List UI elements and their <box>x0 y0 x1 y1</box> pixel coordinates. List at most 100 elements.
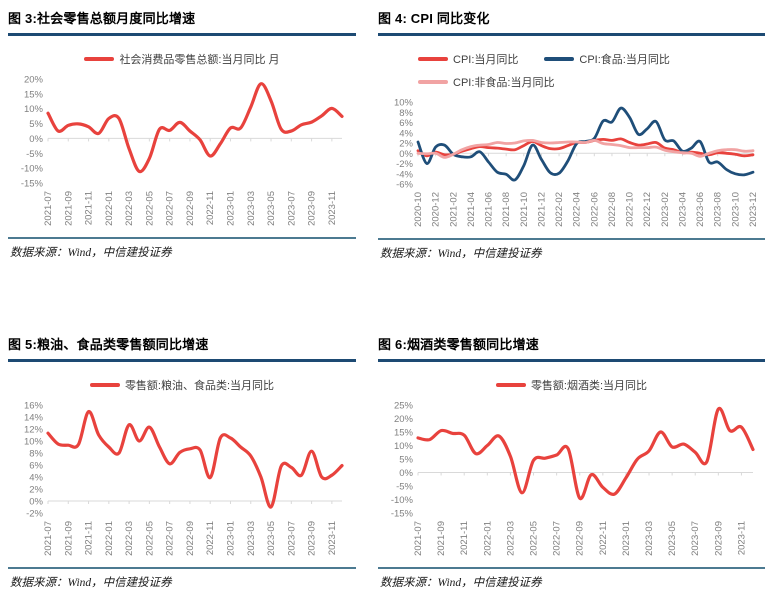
chart-legend: 零售额:粮油、食品类:当月同比 <box>8 377 356 393</box>
x-axis-tick-label: 2023-01 <box>621 521 632 556</box>
legend-item-cpi-nonfood: CPI:非食品:当月同比 <box>418 74 554 90</box>
series-line-retail-total <box>46 82 344 174</box>
x-axis-tick-label: 2023-08 <box>713 192 724 227</box>
x-axis-tick-label: 2022-03 <box>124 521 135 556</box>
x-axis-tick-label: 2020-12 <box>431 192 442 227</box>
x-axis-tick-label: 2021-12 <box>536 192 547 227</box>
x-axis-tick-label: 2022-04 <box>572 192 583 227</box>
x-axis-tick-label: 2021-08 <box>501 192 512 227</box>
chart-legend: 社会消费品零售总额:当月同比 月 <box>8 51 356 67</box>
y-axis-tick-label: 10% <box>24 436 44 447</box>
x-axis-tick-label: 2023-09 <box>307 521 318 556</box>
x-axis-tick-label: 2022-01 <box>482 521 493 556</box>
series-line-cpi-food <box>416 106 755 182</box>
title-underline <box>8 358 356 362</box>
y-axis-tick-label: 8% <box>29 448 43 459</box>
figure-title: 图 4: CPI 同比变化 <box>378 11 490 26</box>
title-underline <box>378 358 765 362</box>
chart-legend: 零售额:烟酒类:当月同比 <box>378 377 765 393</box>
x-axis-tick-label: 2023-11 <box>736 521 747 555</box>
x-axis-tick-label: 2021-11 <box>459 521 470 555</box>
y-axis-tick-label: -10% <box>21 164 44 175</box>
y-axis-tick-label: 4% <box>29 472 43 483</box>
x-axis-tick-label: 2022-05 <box>144 521 155 556</box>
x-axis-tick-label: 2023-11 <box>327 191 338 225</box>
legend-label: CPI:非食品:当月同比 <box>453 77 555 89</box>
y-axis-tick-label: 8% <box>399 108 413 119</box>
y-axis-tick-label: 15% <box>24 89 44 100</box>
x-axis-tick-label: 2023-01 <box>225 191 236 226</box>
x-axis-tick-label: 2023-07 <box>690 521 701 556</box>
x-axis-tick-label: 2023-03 <box>246 521 257 556</box>
figure-panel-5: 图 5:粮油、食品类零售额同比增速 零售额:粮油、食品类:当月同比 16% 14%… <box>8 336 356 591</box>
y-axis-tick-label: -15% <box>391 508 414 519</box>
y-axis-tick-label: 5% <box>399 454 413 465</box>
y-axis-tick-label: 10% <box>394 441 414 452</box>
x-axis-tick-label: 2022-08 <box>607 192 618 227</box>
x-axis-tick-label: 2022-09 <box>185 521 196 556</box>
title-underline <box>8 33 356 36</box>
y-axis-tick-label: -5% <box>26 149 43 160</box>
y-axis-tick-label: -2% <box>396 159 413 170</box>
x-axis-tick-label: 2023-09 <box>713 521 724 556</box>
x-axis-tick-label: 2022-06 <box>589 192 600 227</box>
grain-oil-food-line-chart: 16%14%12%10%8%6%4%2%0%-2%2021-07 2021-09 2… <box>24 400 344 556</box>
x-axis-tick-label: 2023-09 <box>307 191 318 226</box>
y-axis-tick-label: 16% <box>24 400 44 411</box>
y-axis-tick-label: 10% <box>394 98 414 109</box>
x-axis-tick-label: 2022-01 <box>104 191 115 226</box>
y-axis-tick-label: 0% <box>399 468 413 479</box>
y-axis-tick-label: 20% <box>24 75 44 86</box>
data-source-note: 数据来源：Wind，中信建投证券 <box>10 576 172 589</box>
y-axis-tick-label: 4% <box>399 128 413 139</box>
x-axis-tick-label: 2023-06 <box>695 192 706 227</box>
x-axis-tick-label: 2022-07 <box>165 521 176 556</box>
figure-title: 图 6:烟酒类零售额同比增速 <box>378 336 539 352</box>
x-axis-tick-label: 2022-05 <box>529 521 540 556</box>
x-axis-tick-label: 2022-05 <box>144 191 155 226</box>
x-axis-tick-label: 2022-12 <box>642 192 653 227</box>
legend-label: 零售额:烟酒类:当月同比 <box>530 379 648 392</box>
y-axis-tick-label: 14% <box>24 412 44 423</box>
source-row: 数据来源：Wind，中信建投证券 <box>8 566 356 591</box>
x-axis-tick-label: 2023-07 <box>286 521 297 556</box>
x-axis-tick-label: 2021-11 <box>84 191 95 225</box>
x-axis-tick-label: 2021-11 <box>84 521 95 555</box>
x-axis-tick-label: 2023-05 <box>667 521 678 556</box>
x-axis-tick-label: 2023-12 <box>748 192 759 227</box>
x-axis-tick-label: 2021-09 <box>436 521 447 556</box>
data-source-note: 数据来源：Wind，中信建投证券 <box>10 247 172 259</box>
legend-label: 零售额:粮油、食品类:当月同比 <box>124 379 275 392</box>
source-row: 数据来源：Wind，中信建投证券 <box>8 237 356 261</box>
x-axis-tick-label: 2021-07 <box>413 521 424 556</box>
x-axis-tick-label: 2021-02 <box>448 192 459 227</box>
x-axis-tick-label: 2023-10 <box>730 192 741 227</box>
y-axis-tick-label: -15% <box>21 179 44 190</box>
figure-panel-6: 图 6:烟酒类零售额同比增速 零售额:烟酒类:当月同比 25% 20% 15% 10%… <box>378 336 765 591</box>
chart-legend: CPI:当月同比 CPI:食品:当月同比 CPI:非食品:当月同比 <box>378 51 708 90</box>
y-axis-tick-label: -6% <box>396 180 413 191</box>
y-axis-tick-label: 0% <box>29 134 43 145</box>
y-axis-tick-label: 12% <box>24 424 44 435</box>
y-axis-tick-label: 2% <box>399 139 413 150</box>
y-axis-tick-label: 25% <box>394 400 414 411</box>
x-axis-tick-label: 2021-09 <box>63 191 74 226</box>
x-axis-tick-label: 2023-04 <box>677 192 688 227</box>
x-axis-tick-label: 2023-02 <box>660 192 671 227</box>
y-axis-tick-label: 10% <box>24 104 44 115</box>
x-axis-tick-label: 2023-03 <box>246 191 257 226</box>
y-axis-tick-label: 15% <box>394 427 414 438</box>
y-axis-tick-label: 6% <box>29 460 43 471</box>
x-axis-tick-label: 2022-11 <box>205 521 216 555</box>
legend-line-swatch <box>495 382 526 387</box>
x-axis-tick-label: 2021-07 <box>43 521 54 556</box>
figure-panel-3: 图 3:社会零售总额月度同比增速 社会消费品零售总额:当月同比 月 20% 15%… <box>8 10 356 261</box>
series-line-tobacco-alcohol <box>416 406 755 500</box>
data-source-note: 数据来源：Wind，中信建投证券 <box>380 576 542 589</box>
legend-line-swatch <box>544 57 575 61</box>
legend-item-grain-oil-food: 零售额:粮油、食品类:当月同比 <box>89 377 275 393</box>
x-axis-tick-label: 2021-10 <box>519 192 530 227</box>
legend-line-swatch <box>418 80 448 84</box>
legend-label: 社会消费品零售总额:当月同比 月 <box>119 54 280 66</box>
title-underline <box>378 33 765 36</box>
